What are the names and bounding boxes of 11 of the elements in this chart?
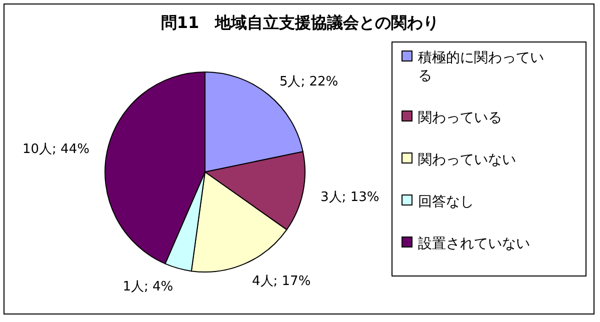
legend-label: 設置されていない bbox=[418, 236, 530, 252]
legend-label: 関わっている bbox=[418, 110, 502, 126]
data-label: 3人; 13% bbox=[320, 190, 380, 206]
chart-title: 問11 地域自立支援協議会との関わり bbox=[160, 13, 440, 32]
data-label: 10人; 44% bbox=[22, 142, 90, 157]
legend-label: 回答なし bbox=[418, 194, 474, 210]
data-label: 4人; 17% bbox=[252, 274, 311, 290]
legend-label: 積極的に関わっている bbox=[418, 50, 544, 84]
data-label: 1人; 4% bbox=[122, 280, 174, 295]
legend-label: 関わっていない bbox=[418, 152, 516, 168]
data-label: 5人; 22% bbox=[279, 74, 338, 90]
